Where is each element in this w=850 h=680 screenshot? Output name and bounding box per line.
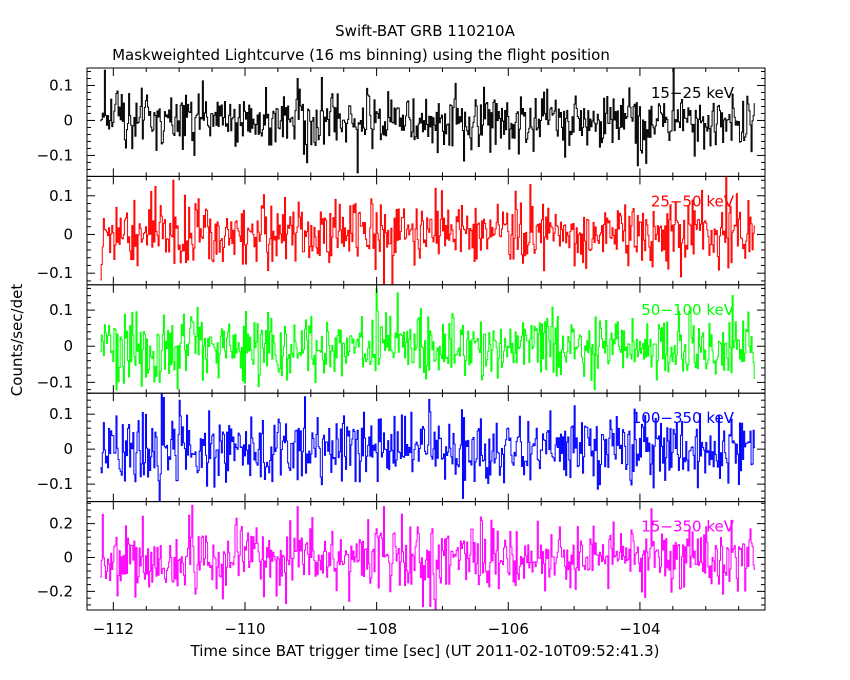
y-tick-label: −0.1 xyxy=(37,475,73,493)
y-tick-label: 0.2 xyxy=(49,515,73,533)
chart-title: Swift-BAT GRB 110210A xyxy=(335,22,515,40)
y-tick-label: 0 xyxy=(63,111,73,129)
panel-1: 0.1 0 −0.1 15−25 keV xyxy=(37,67,766,177)
y-tick-label: 0 xyxy=(63,440,73,458)
energy-band-label: 15−350 keV xyxy=(641,518,734,536)
x-tick-label: −112 xyxy=(93,620,134,638)
y-tick-label: 0.1 xyxy=(49,405,73,423)
y-tick-label: 0.1 xyxy=(49,76,73,94)
y-tick-label: −0.1 xyxy=(37,146,73,164)
y-tick-label: −0.2 xyxy=(37,582,73,600)
x-tick-label: −108 xyxy=(356,620,397,638)
y-tick-label: 0.1 xyxy=(49,301,73,319)
energy-band-label: 50−100 keV xyxy=(641,301,734,319)
x-axis-label: Time since BAT trigger time [sec] (UT 20… xyxy=(190,642,660,660)
x-tick-label: −110 xyxy=(224,620,265,638)
energy-band-label: 15−25 keV xyxy=(651,84,735,102)
panel-2: 0.1 0 −0.1 25−50 keV xyxy=(37,175,766,286)
lightcurve-series-1 xyxy=(100,68,756,174)
energy-band-label: 25−50 keV xyxy=(651,192,735,210)
y-tick-label: 0 xyxy=(63,337,73,355)
panel-frame xyxy=(86,501,766,611)
panels-group: 0.1 0 −0.1 15−25 keV 0.1 0 −0.1 25−50 keV 0.1 0 −0… xyxy=(37,67,766,611)
panel-5: 0.2 0 −0.2 15−350 keV xyxy=(37,501,766,611)
x-tick-label: −106 xyxy=(488,620,529,638)
y-tick-label: 0.1 xyxy=(49,187,73,205)
y-tick-label: 0 xyxy=(63,548,73,566)
chart-subtitle: Maskweighted Lightcurve (16 ms binning) … xyxy=(112,46,610,64)
y-tick-label: −0.1 xyxy=(37,264,73,282)
x-tick-label: −104 xyxy=(619,620,660,638)
lightcurve-series-5 xyxy=(100,504,756,611)
x-tick-labels: −112 −110 −108 −106 −104 xyxy=(93,620,661,638)
y-axis-label: Counts/sec/det xyxy=(8,284,26,397)
y-tick-label: −0.1 xyxy=(37,373,73,391)
panel-4: 0.1 0 −0.1 100−350 keV xyxy=(37,392,766,503)
panel-3: 0.1 0 −0.1 50−100 keV xyxy=(37,284,766,394)
lightcurve-series-4 xyxy=(100,393,756,502)
lightcurve-series-2 xyxy=(100,176,756,285)
y-tick-label: 0 xyxy=(63,225,73,243)
energy-band-label: 100−350 keV xyxy=(632,409,735,427)
lightcurve-series-3 xyxy=(100,287,756,391)
